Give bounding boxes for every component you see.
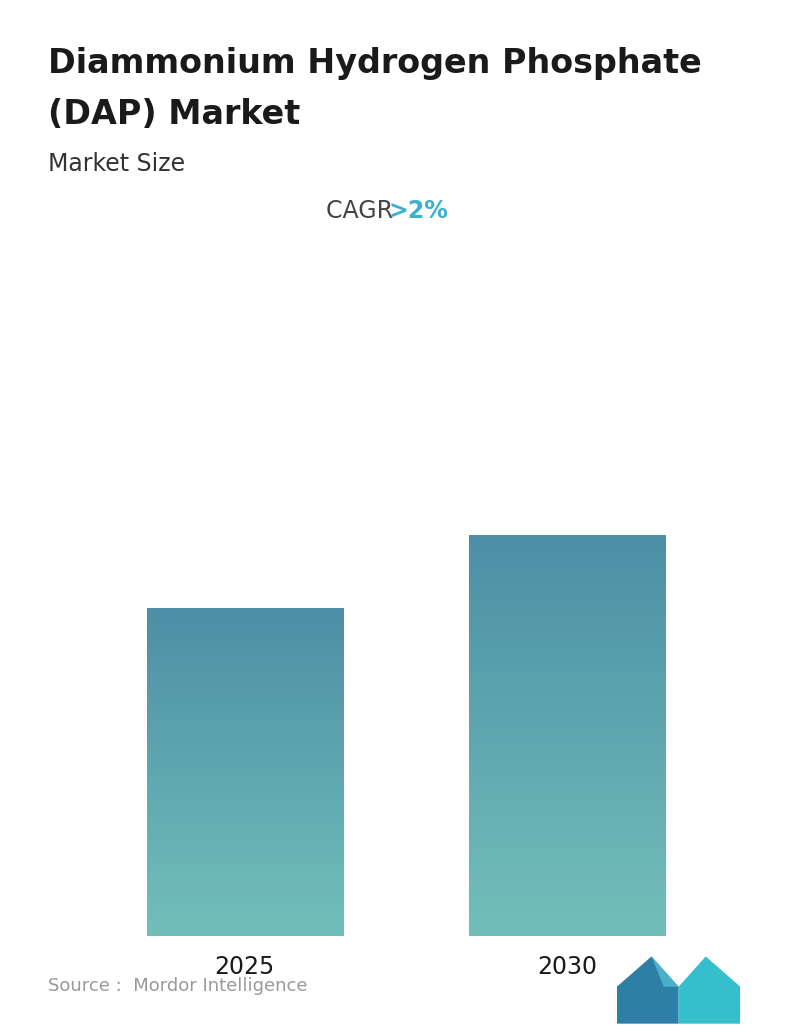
Polygon shape [651,956,678,986]
Polygon shape [617,956,678,1024]
Text: Source :  Mordor Intelligence: Source : Mordor Intelligence [48,977,307,995]
Text: (DAP) Market: (DAP) Market [48,98,300,131]
Text: >2%: >2% [388,199,448,222]
Text: Diammonium Hydrogen Phosphate: Diammonium Hydrogen Phosphate [48,47,701,80]
Text: CAGR: CAGR [326,199,401,222]
Text: Market Size: Market Size [48,152,185,176]
Polygon shape [678,956,740,1024]
